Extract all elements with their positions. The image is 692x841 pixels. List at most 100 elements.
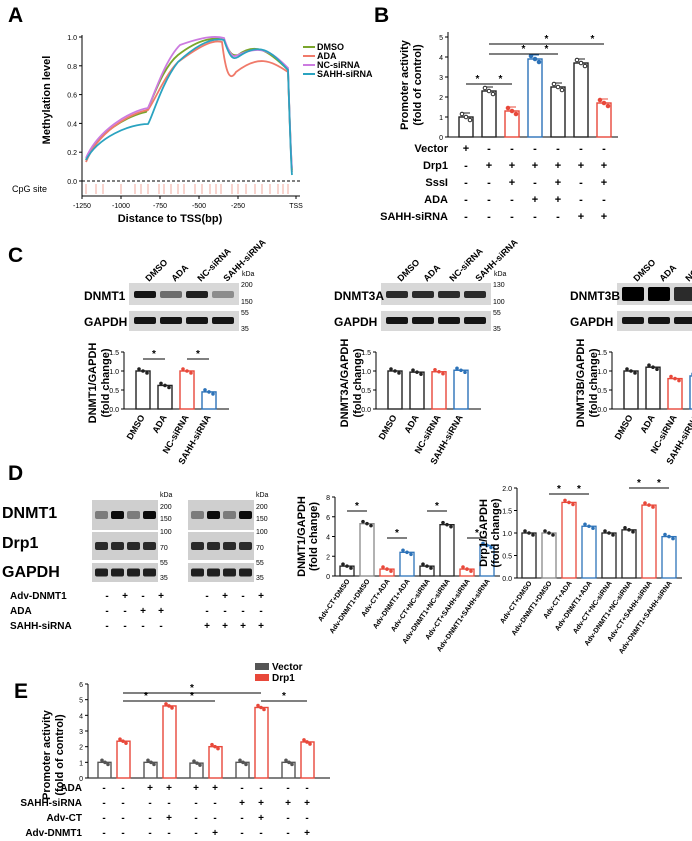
panel-d-bar bbox=[661, 535, 677, 579]
panel-c-point bbox=[163, 383, 167, 388]
panel-d-point bbox=[429, 566, 433, 570]
panel-c-bar bbox=[387, 370, 403, 410]
panel-c-band bbox=[648, 287, 670, 301]
panel-b-row-sign: - bbox=[487, 177, 491, 189]
panel-c-point bbox=[677, 378, 681, 383]
panel-c-point bbox=[441, 371, 445, 376]
panel-d-xlabel: Adv-DNMT1+ADA bbox=[554, 580, 594, 632]
panel-e-drp1-point bbox=[308, 742, 312, 746]
panel-d-row-sign: + bbox=[222, 591, 228, 602]
panel-c-point bbox=[411, 368, 415, 372]
panel-d-ytick-label: 0 bbox=[326, 574, 330, 581]
panel-e-drp1-point bbox=[305, 740, 309, 744]
panel-d-band bbox=[111, 511, 124, 519]
panel-d-point bbox=[385, 567, 389, 571]
panel-b-point bbox=[536, 59, 542, 65]
panel-e-row-sign: - bbox=[121, 828, 124, 836]
panel-d-row-sign: - bbox=[105, 591, 108, 602]
panel-d-ylabel-2: (fold change) bbox=[308, 502, 320, 571]
panel-d-point bbox=[563, 498, 567, 503]
panel-c-band bbox=[622, 287, 644, 301]
panel-d-bar bbox=[561, 501, 577, 579]
panel-d-sig-star: * bbox=[355, 501, 359, 512]
panel-d-band bbox=[111, 542, 124, 550]
panel-d-marker: 200 bbox=[256, 504, 268, 511]
legend-nc-sirna: NC-siRNA bbox=[317, 60, 361, 70]
panel-e-ytick-label: 4 bbox=[79, 713, 83, 720]
legend-sahh-sirna: SAHH-siRNA bbox=[317, 69, 373, 79]
panel-b-row-sign: + bbox=[463, 143, 469, 155]
panel-d-band bbox=[143, 542, 156, 550]
panel-d-band bbox=[207, 542, 220, 550]
panel-d-point bbox=[409, 552, 413, 557]
panel-c-gene-label: DNMT3A bbox=[334, 289, 384, 303]
panel-b-point bbox=[528, 53, 534, 59]
panel-d-point bbox=[461, 565, 465, 569]
panel-e-vector-point bbox=[290, 762, 294, 767]
panel-c-marker: 100 bbox=[493, 299, 505, 306]
panel-c-gapdh-band bbox=[212, 317, 234, 324]
panel-c-point bbox=[433, 367, 437, 372]
panel-d-bar bbox=[581, 525, 597, 579]
panel-e-row-sign: + bbox=[166, 783, 172, 794]
panel-d-row-label: Adv-DNMT1 bbox=[10, 591, 67, 602]
panel-e-sig-star: * bbox=[190, 683, 194, 694]
sahh-sirna-curve bbox=[85, 38, 293, 176]
panel-b-row-label: Drp1 bbox=[423, 160, 448, 172]
panel-e-row-sign: - bbox=[102, 813, 105, 824]
panel-b-row-sign: - bbox=[510, 143, 514, 155]
panel-b-bar bbox=[481, 90, 497, 138]
panel-c-ytick-label: 1.5 bbox=[109, 350, 119, 357]
panel-e-drp1-point bbox=[259, 705, 263, 710]
panel-d-ytick-label: 8 bbox=[326, 495, 330, 502]
panel-c-gapdh-band bbox=[438, 317, 460, 324]
panel-c-blot-strip bbox=[129, 283, 239, 305]
panel-e-drp1-bar bbox=[116, 740, 131, 779]
panel-c-point bbox=[189, 371, 193, 375]
panel-d-point bbox=[349, 566, 353, 570]
panel-e-vector-point bbox=[238, 758, 242, 763]
panel-b-point bbox=[601, 100, 607, 106]
panel-d-point bbox=[623, 526, 627, 530]
panel-d-ytick-label: 0.0 bbox=[502, 576, 512, 583]
panel-d-ytick-label: 2.0 bbox=[502, 486, 512, 493]
panel-b-row-sign: - bbox=[602, 143, 606, 155]
panel-d-band bbox=[191, 568, 204, 577]
panel-c-lane-label: DMSO bbox=[395, 257, 421, 283]
panel-e-vector-point bbox=[198, 763, 202, 767]
panel-b-bar bbox=[527, 58, 543, 138]
panel-d-blot-strip bbox=[188, 563, 254, 582]
panel-d-marker: 200 bbox=[160, 504, 172, 511]
panel-c-band bbox=[134, 291, 156, 298]
panel-e-row-sign: - bbox=[305, 783, 308, 794]
panel-c-bar bbox=[453, 369, 469, 410]
panel-c-lane-label: NC-siRNA bbox=[683, 246, 692, 284]
legend-ada: ADA bbox=[317, 51, 337, 61]
panel-d-band bbox=[143, 511, 156, 519]
panel-d-bar bbox=[439, 524, 455, 577]
panel-c-ytick-label: 1.0 bbox=[361, 369, 371, 376]
panel-e-row-sign: + bbox=[193, 783, 199, 794]
panel-e-ylabel-2: (fold of control) bbox=[54, 714, 66, 796]
panel-a-xlabel: Distance to TSS(bp) bbox=[118, 213, 223, 225]
panel-b-row-sign: - bbox=[487, 211, 491, 223]
panel-b-row-sign: - bbox=[579, 177, 583, 189]
panel-b-sig-star: * bbox=[522, 44, 526, 55]
panel-e-drp1-point bbox=[170, 706, 174, 710]
panel-d-point bbox=[441, 520, 445, 525]
panel-c-bar bbox=[667, 377, 683, 410]
panel-d-row-label: ADA bbox=[10, 606, 32, 617]
panel-c-gapdh-label: GAPDH bbox=[84, 315, 127, 329]
panel-c-ytick-label: 0.5 bbox=[109, 388, 119, 395]
panel-e-row-sign: - bbox=[286, 783, 289, 794]
panel-d-row-sign: - bbox=[259, 606, 262, 617]
panel-e-row-sign: + bbox=[212, 828, 218, 836]
panel-a-ylabel: Methylation level bbox=[41, 56, 53, 145]
panel-d-row-sign: + bbox=[204, 621, 210, 632]
panel-d-ytick-label: 6 bbox=[326, 515, 330, 522]
panel-c-ytick-label: 0.0 bbox=[597, 407, 607, 414]
panel-d-blot-label: DNMT1 bbox=[2, 505, 57, 522]
panel-c-band bbox=[160, 291, 182, 298]
panel-d-point bbox=[611, 533, 615, 537]
